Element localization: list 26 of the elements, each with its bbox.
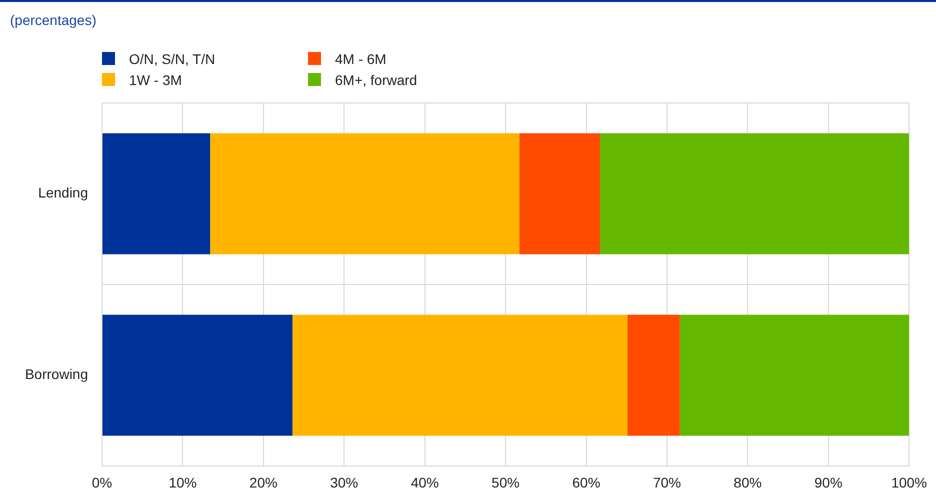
y-tick-label: Borrowing (24, 366, 88, 382)
x-tick-label: 60% (572, 474, 600, 490)
bar (102, 133, 210, 254)
legend-label: 6M+, forward (335, 72, 418, 88)
x-tick-label: 0% (92, 474, 112, 490)
bar (102, 314, 292, 436)
x-tick-label: 70% (652, 474, 681, 490)
legend-label: 1W - 3M (129, 72, 182, 88)
bar (519, 133, 600, 254)
x-tick-label: 90% (814, 474, 842, 490)
x-tick-label: 80% (734, 474, 762, 490)
x-tick-label: 40% (410, 474, 439, 490)
bar (627, 314, 680, 436)
legend-label: O/N, S/N, T/N (129, 50, 216, 66)
x-tick-label: 100% (891, 474, 928, 490)
bar (600, 133, 910, 254)
bar (210, 133, 520, 254)
x-tick-label: 10% (168, 474, 197, 490)
x-tick-label: 20% (249, 474, 278, 490)
bar (292, 314, 628, 436)
x-tick-label: 30% (330, 474, 358, 490)
y-tick-label: Lending (38, 184, 88, 201)
chart-subtitle: (percentages) (10, 12, 96, 28)
legend-label: 4M - 6M (335, 50, 386, 66)
bar (680, 314, 910, 436)
x-tick-label: 50% (492, 474, 520, 490)
